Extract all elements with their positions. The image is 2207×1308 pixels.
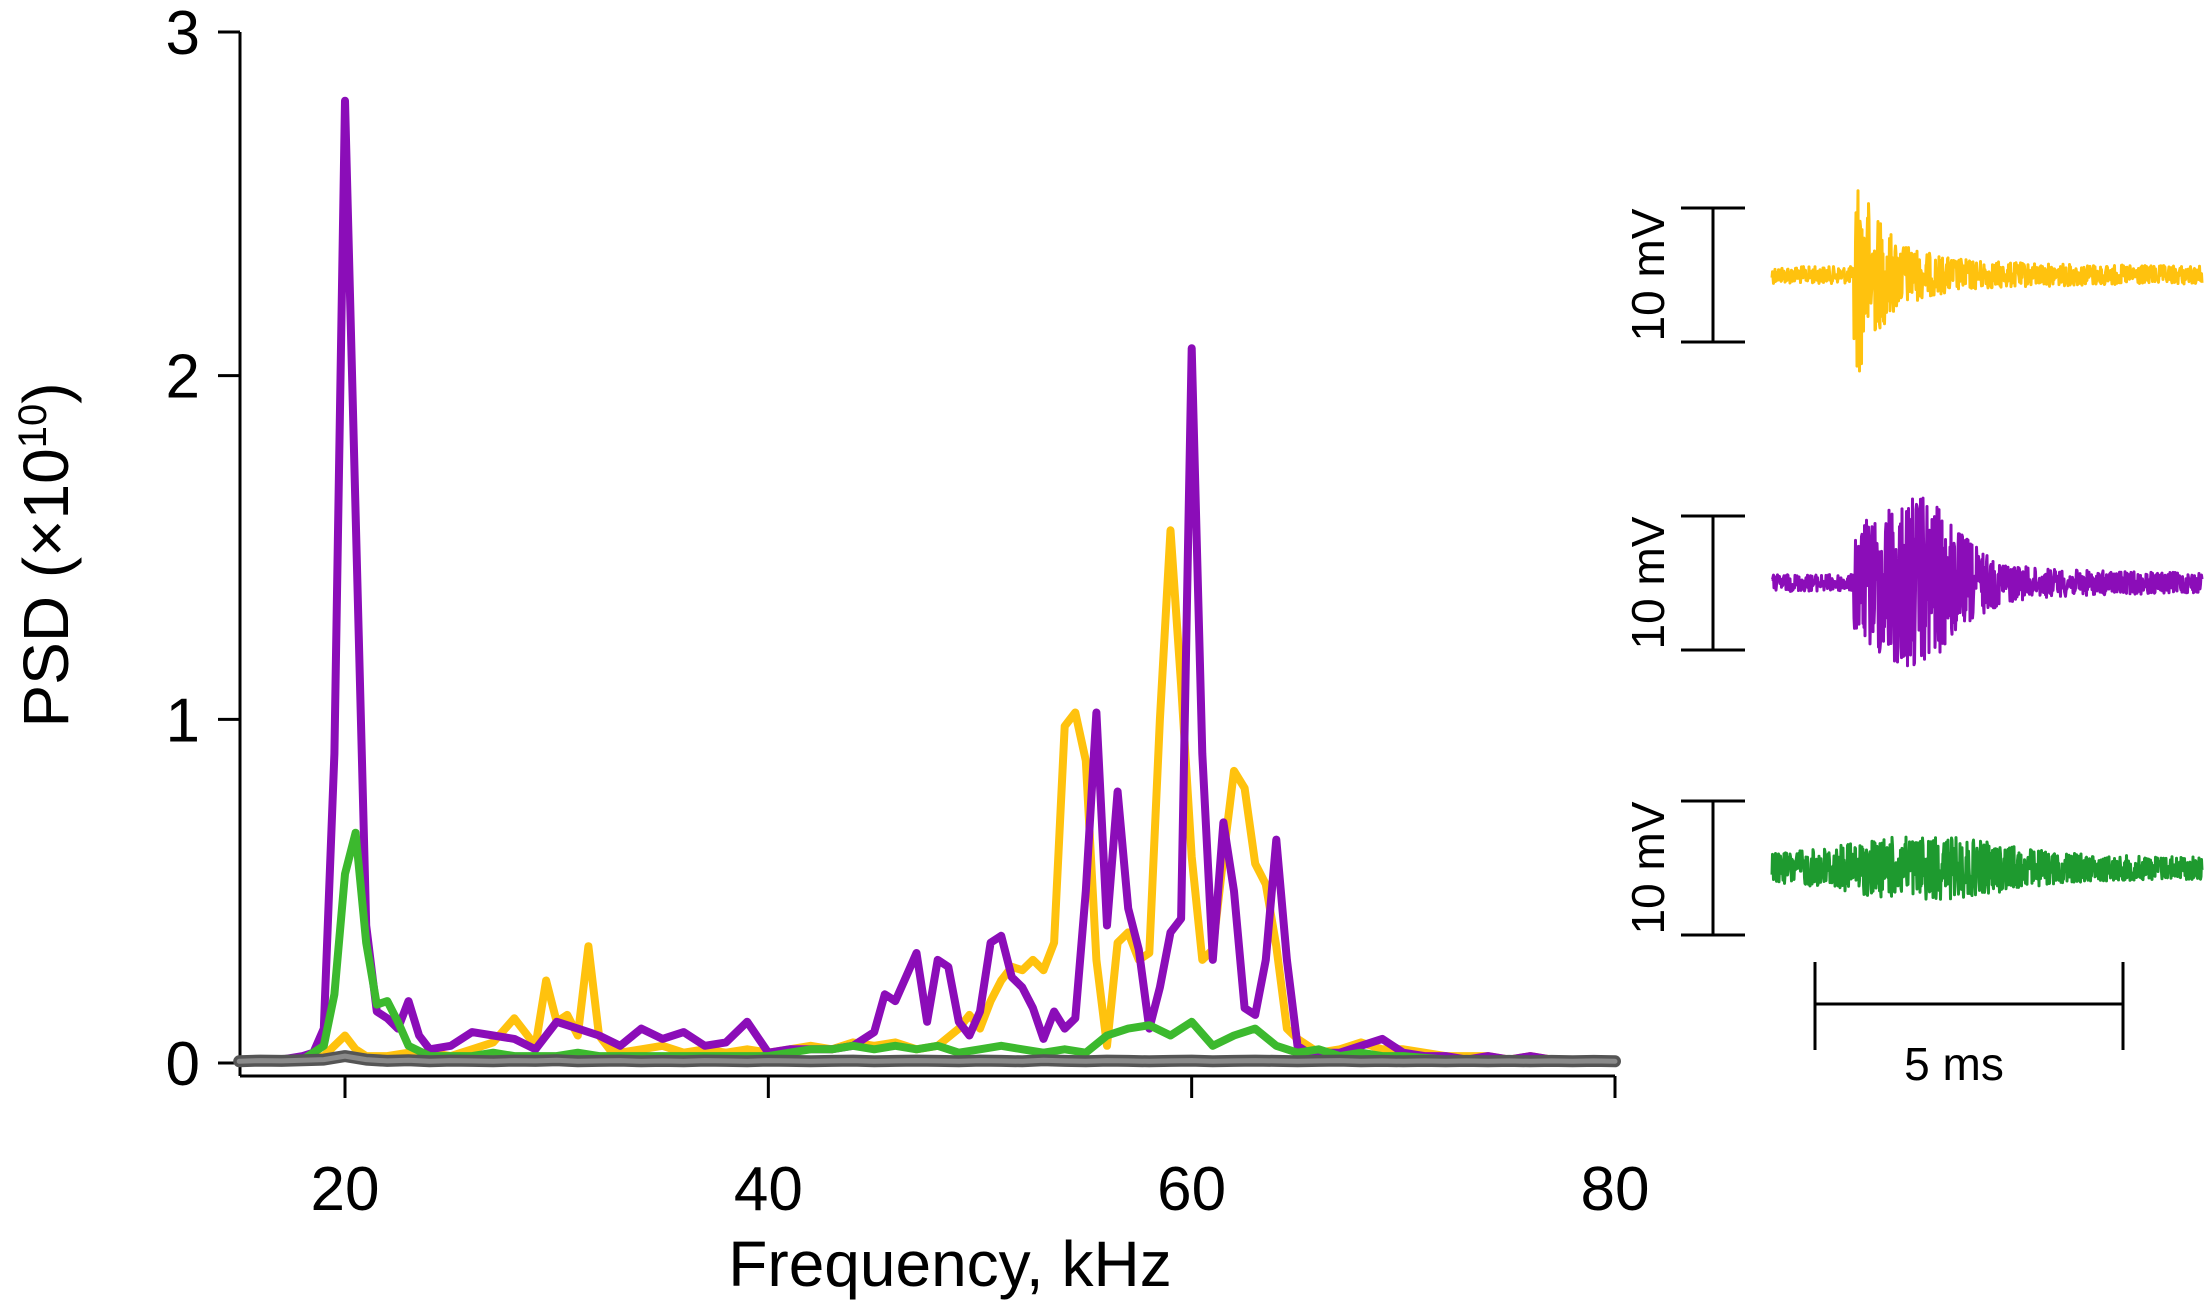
x-axis-label: Frequency, kHz: [728, 1228, 1171, 1300]
waveform-trace-1: [1771, 496, 2204, 668]
y-axis-label: PSD (×1010): [10, 382, 82, 727]
y-axis-label-main: PSD (×10: [10, 448, 82, 727]
y-axis-label-close: ): [10, 382, 82, 403]
x-tick-label: 60: [1157, 1155, 1226, 1224]
waveform-trace-0: [1770, 189, 2204, 373]
series-group: [233, 96, 1621, 1068]
psd-plot: 0 1 2 3 20 40 60 80 Frequency, kHz PSD (×1010): [10, 0, 1649, 1300]
waveform-trace-2: [1770, 835, 2204, 901]
series-line-2: [235, 828, 1619, 1067]
series-line-1: [235, 526, 1619, 1064]
time-scale-bar: 5 ms: [1813, 962, 2125, 1090]
y-tick-label: 1: [166, 686, 200, 755]
y-tick-label: 3: [166, 0, 200, 68]
trace-panel-0: 10 mV: [1622, 189, 2204, 373]
x-tick-label: 40: [734, 1155, 803, 1224]
y-axis-label-exponent: 10: [11, 404, 55, 449]
series-line-3-highlight: [236, 1053, 1618, 1064]
trace-panel-1: 10 mV: [1622, 496, 2204, 668]
trace-panel-2: 10 mV: [1622, 799, 2204, 937]
series-line-0: [235, 96, 1619, 1064]
x-tick-label: 80: [1581, 1155, 1650, 1224]
y-tick-label: 0: [166, 1030, 200, 1099]
waveform-traces: 10 mV 10 mV 10 mV: [1622, 189, 2204, 937]
voltage-scale-label: 10 mV: [1622, 208, 1674, 341]
x-tick-label: 20: [311, 1155, 380, 1224]
y-tick-label: 2: [166, 343, 200, 412]
voltage-scale-label: 10 mV: [1622, 516, 1674, 649]
time-scale-label: 5 ms: [1904, 1038, 2004, 1090]
x-axis-ticks: 20 40 60 80: [311, 1076, 1650, 1224]
y-axis-ticks: 0 1 2 3: [166, 0, 240, 1099]
voltage-scale-label: 10 mV: [1622, 801, 1674, 934]
